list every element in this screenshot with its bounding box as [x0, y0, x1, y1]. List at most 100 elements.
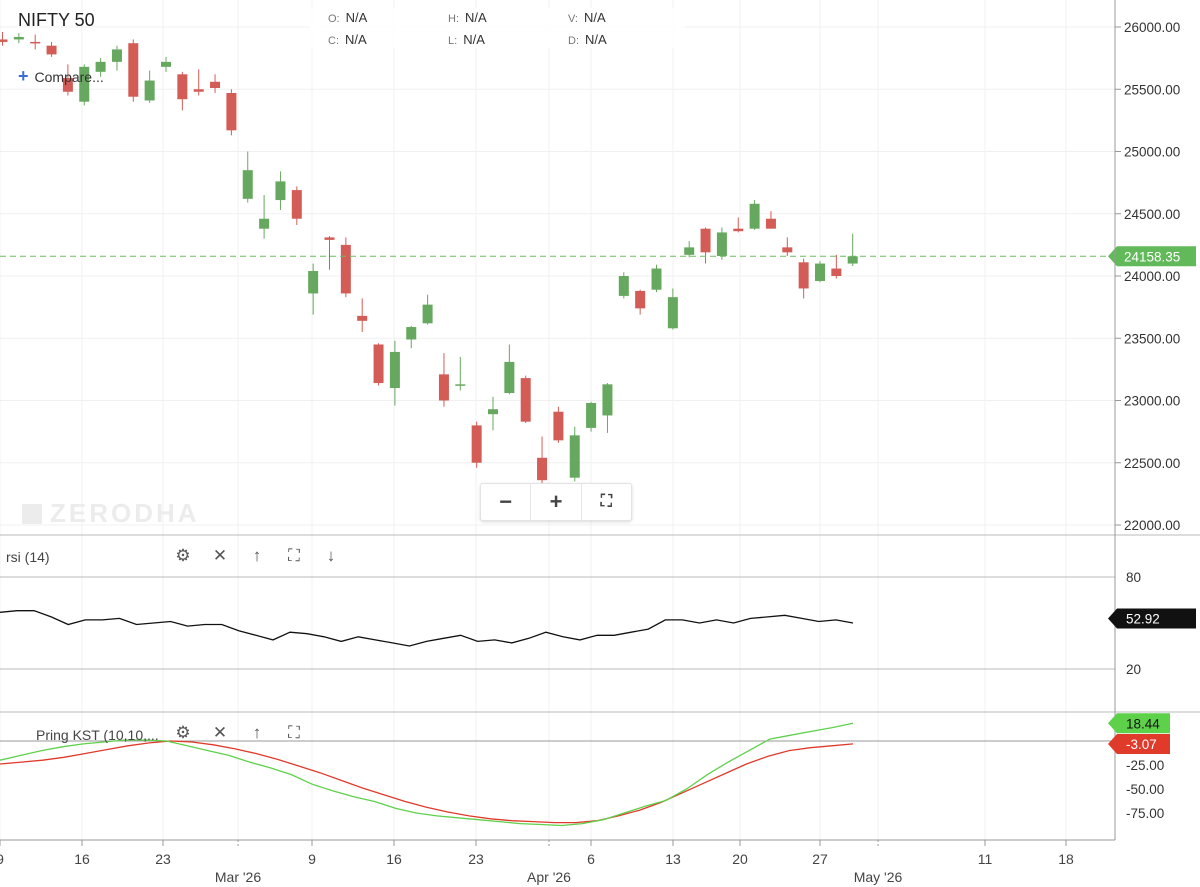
kst-axis-label: -75.00 — [1126, 806, 1164, 821]
price-axis-label: 25000.00 — [1124, 145, 1180, 160]
close-icon[interactable]: ✕ — [212, 546, 228, 565]
expand-icon[interactable]: ⛶ — [288, 723, 300, 742]
kst-signal-line — [0, 740, 854, 824]
candle-body — [667, 297, 678, 329]
date-axis-label: 18 — [1058, 851, 1074, 867]
candle-body — [144, 80, 155, 101]
candle-body — [0, 39, 8, 42]
candle-body — [488, 409, 498, 415]
candle-body — [357, 315, 368, 321]
ohlc-low: L: N/A — [448, 32, 485, 47]
candle-body — [782, 247, 793, 253]
candle-body — [340, 244, 351, 294]
candle-body — [30, 41, 41, 44]
ohlc-open: O: N/A — [328, 10, 368, 25]
kst-line — [0, 722, 854, 827]
candle-body — [193, 89, 204, 92]
gear-icon[interactable]: ⚙ — [175, 723, 191, 742]
zoom-out-button[interactable]: − — [481, 484, 532, 520]
date-axis-label: Mar '26 — [215, 869, 261, 885]
candle-body — [586, 402, 597, 428]
date-axis-label: 23 — [155, 851, 171, 867]
zoom-in-button[interactable]: + — [531, 484, 582, 520]
ohlc-close: C: N/A — [328, 32, 367, 47]
price-axis-label: 24500.00 — [1124, 207, 1180, 222]
ohlc-change: D: N/A — [568, 32, 607, 47]
kst-pane-tools: ⚙ ✕ ↑ ⛶ — [173, 723, 304, 743]
candle-body — [553, 411, 564, 441]
price-axis-label: 23000.00 — [1124, 394, 1180, 409]
rsi-pane-label: rsi (14) — [6, 549, 50, 565]
candle-body — [406, 327, 417, 340]
arrow-up-icon[interactable]: ↑ — [252, 546, 262, 565]
last-price-label: 24158.35 — [1124, 249, 1180, 264]
close-icon[interactable]: ✕ — [212, 723, 228, 742]
candle-body — [651, 268, 662, 290]
compare-button[interactable]: + Compare... — [18, 66, 104, 87]
candle-body — [831, 268, 842, 276]
date-axis-label: 9 — [0, 851, 4, 867]
candle-body — [438, 374, 449, 401]
candle-body — [308, 271, 319, 294]
candle-body — [618, 276, 629, 296]
candle-body — [210, 81, 221, 89]
candle-body — [471, 425, 482, 463]
fullscreen-button[interactable]: ⛶ — [600, 493, 612, 510]
zoom-toolbar: − + ⛶ — [480, 483, 632, 521]
candle-body — [765, 218, 776, 229]
price-axis-label: 24000.00 — [1124, 269, 1180, 284]
ohlc-readout: O: N/A H: N/A V: N/A C: N/A L: N/A D: N/A — [310, 8, 685, 48]
zerodha-watermark: ZERODHA — [22, 498, 200, 529]
candle-body — [95, 61, 106, 72]
price-axis-label: 26000.00 — [1124, 20, 1180, 35]
candle-body — [324, 237, 335, 240]
gear-icon[interactable]: ⚙ — [175, 546, 191, 565]
expand-icon[interactable]: ⛶ — [288, 546, 300, 565]
kst-axis-label: -50.00 — [1126, 782, 1164, 797]
candle-body — [226, 92, 237, 131]
candle-body — [504, 361, 515, 394]
zerodha-logo-icon — [22, 504, 42, 524]
rsi-line — [0, 610, 854, 647]
candle-body — [177, 74, 188, 100]
arrow-down-icon[interactable]: ↓ — [326, 546, 336, 565]
candle-body — [684, 247, 695, 255]
price-axis-label: 22000.00 — [1124, 518, 1180, 533]
date-axis-label: 16 — [386, 851, 402, 867]
rsi-last-label: 52.92 — [1126, 612, 1160, 627]
plus-icon: + — [18, 66, 29, 86]
candle-body — [389, 351, 400, 389]
date-axis-label: May '26 — [854, 869, 903, 885]
arrow-up-icon[interactable]: ↑ — [252, 723, 262, 742]
date-axis-label: 20 — [732, 851, 748, 867]
candle-body — [537, 457, 548, 481]
candle-body — [520, 378, 531, 422]
rsi-axis-label: 20 — [1126, 662, 1141, 677]
candle-body — [569, 435, 580, 478]
candle-body — [635, 290, 646, 309]
ohlc-volume: V: N/A — [568, 10, 606, 25]
candle-body — [111, 49, 122, 62]
kst-axis-label: -25.00 — [1126, 758, 1164, 773]
symbol-title: NIFTY 50 — [18, 10, 95, 30]
candle-body — [161, 61, 171, 67]
candle-body — [79, 66, 90, 102]
candle-body — [13, 36, 24, 40]
date-axis-label: 27 — [812, 851, 828, 867]
date-axis-label: 11 — [978, 851, 993, 867]
rsi-pane-tools: ⚙ ✕ ↑ ⛶ ↓ — [173, 546, 341, 566]
compare-label: Compare... — [34, 69, 104, 85]
price-axis-label: 22500.00 — [1124, 456, 1180, 471]
candle-body — [422, 304, 433, 324]
kst-last-tag — [1108, 713, 1170, 734]
date-axis-label: 9 — [308, 851, 316, 867]
candle-body — [700, 228, 711, 253]
candle-body — [716, 232, 727, 257]
candle-body — [291, 190, 302, 219]
date-axis-label: 13 — [665, 851, 681, 867]
date-axis-label: Apr '26 — [527, 869, 571, 885]
price-axis-label: 23500.00 — [1124, 331, 1180, 346]
candle-body — [128, 43, 139, 97]
date-axis-label: 6 — [587, 851, 595, 867]
